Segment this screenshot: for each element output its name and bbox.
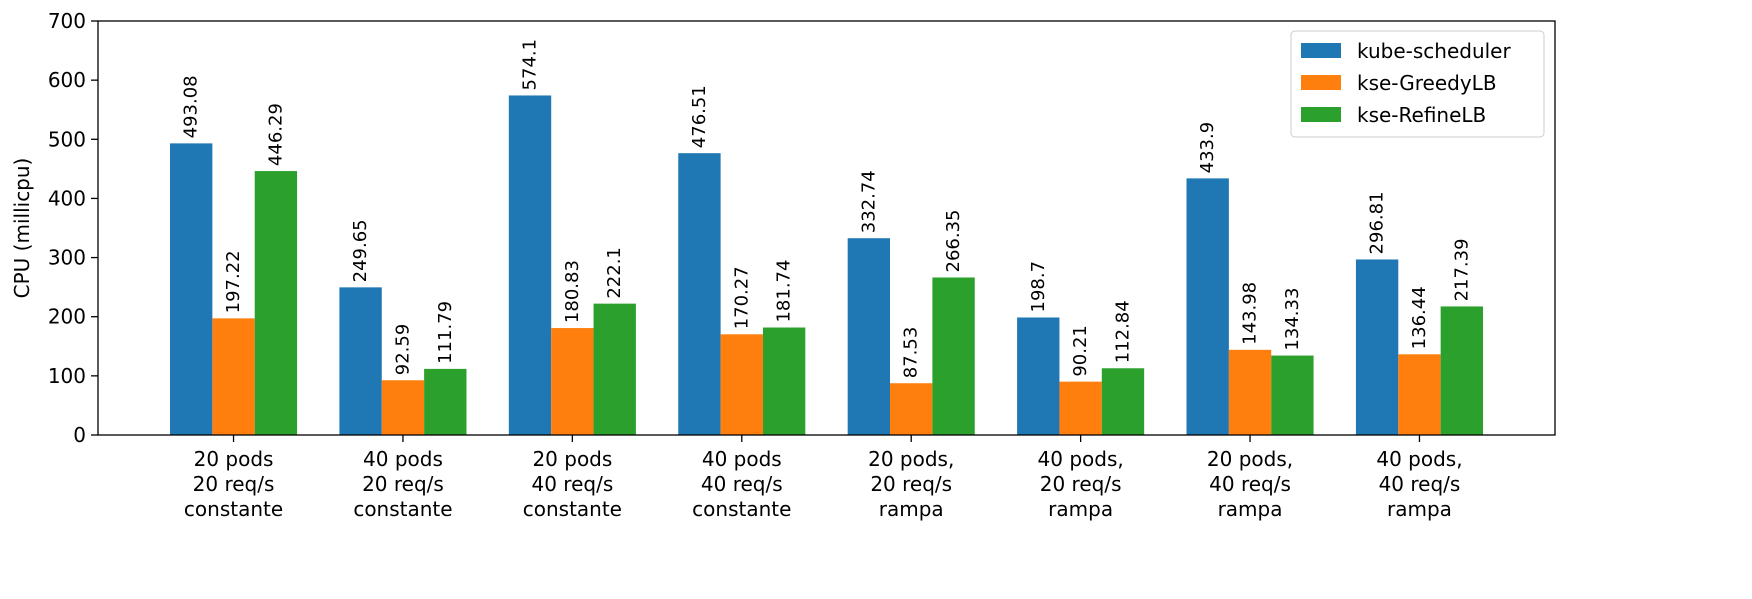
bar-kse-GreedyLB-0 [212, 318, 255, 435]
bar-kse-RefineLB-0 [254, 171, 298, 436]
legend-label: kube-scheduler [1357, 39, 1511, 63]
x-tick-label: constante [353, 497, 452, 521]
legend: kube-scheduler kse-GreedyLB kse-RefineLB [1290, 30, 1545, 138]
x-tick-label: 20 pods [532, 447, 612, 471]
x-tick-label: constante [523, 497, 622, 521]
x-tick-label: 20 pods [194, 447, 274, 471]
x-tick-label: 40 pods [363, 447, 443, 471]
legend-swatch-kube-scheduler [1301, 43, 1341, 58]
y-tick-label: 700 [48, 9, 86, 33]
x-tick-label: rampa [1048, 497, 1113, 521]
plot-frame [97, 20, 1556, 436]
legend-label: kse-GreedyLB [1357, 71, 1497, 95]
value-label: 87.53 [901, 327, 922, 379]
bar-kse-RefineLB-5 [1101, 368, 1145, 435]
x-tick-label: rampa [1387, 497, 1452, 521]
legend-swatch-kse-RefineLB [1301, 107, 1341, 122]
value-label: 136.44 [1409, 286, 1430, 349]
y-tick-label: 400 [48, 186, 86, 210]
bar-kube-scheduler-3 [678, 153, 721, 435]
bar-kse-RefineLB-1 [424, 368, 467, 435]
bar-kse-RefineLB-3 [762, 327, 806, 435]
value-label: 197.22 [223, 250, 244, 313]
value-label: 217.39 [1451, 238, 1472, 301]
x-tick-label: 40 req/s [701, 472, 783, 496]
bars-layer [170, 95, 1483, 436]
x-tick-label: 20 pods, [868, 447, 954, 471]
x-tick-label: 40 req/s [531, 472, 613, 496]
value-label: 111.79 [435, 301, 456, 364]
x-tick-label: 40 pods, [1038, 447, 1124, 471]
y-tick-label: 200 [48, 305, 86, 329]
value-label: 296.81 [1367, 191, 1388, 254]
bar-kse-RefineLB-7 [1440, 306, 1483, 435]
bar-kube-scheduler-6 [1186, 178, 1229, 435]
x-tick-label: 20 req/s [362, 472, 444, 496]
bar-kube-scheduler-5 [1017, 317, 1060, 435]
value-label: 222.1 [604, 247, 625, 299]
value-label: 92.59 [392, 324, 413, 376]
bar-kse-GreedyLB-3 [720, 334, 763, 435]
bar-kse-GreedyLB-1 [381, 380, 425, 435]
value-labels-layer: 493.08 249.65 574.1 476.51 332.74 198.7 433.9 2… [181, 39, 1473, 378]
value-label: 476.51 [689, 85, 710, 148]
y-axis-label: CPU (millicpu) [10, 158, 34, 299]
value-label: 134.33 [1282, 288, 1303, 351]
value-label: 180.83 [562, 260, 583, 323]
value-label: 170.27 [731, 266, 752, 329]
value-label: 143.98 [1240, 282, 1261, 345]
bar-kse-GreedyLB-7 [1398, 354, 1441, 435]
x-tick-label: 20 req/s [870, 472, 952, 496]
value-label: 90.21 [1070, 325, 1091, 377]
value-label: 266.35 [943, 209, 964, 272]
value-label: 446.29 [265, 103, 286, 166]
value-label: 181.74 [774, 260, 795, 323]
x-tick-label: 40 pods [702, 447, 782, 471]
axes-layer: 0 100 200 300 400 500 600 700 CPU (millicpu) 20 p… [10, 9, 1556, 521]
y-tick-label: 500 [48, 127, 86, 151]
y-tick-label: 300 [48, 246, 86, 270]
bar-kse-GreedyLB-5 [1059, 381, 1102, 435]
y-tick-label: 100 [48, 364, 86, 388]
bar-kse-GreedyLB-2 [551, 328, 594, 435]
value-label: 574.1 [520, 39, 541, 91]
value-label: 249.65 [350, 219, 371, 282]
value-label: 198.7 [1028, 261, 1049, 313]
bar-kse-GreedyLB-4 [890, 383, 933, 435]
bar-kse-RefineLB-2 [593, 303, 636, 435]
x-tick-label: constante [184, 497, 283, 521]
legend-label: kse-RefineLB [1357, 103, 1486, 127]
x-tick-label: 40 req/s [1379, 472, 1461, 496]
bar-kube-scheduler-1 [339, 287, 382, 435]
value-label: 433.9 [1197, 122, 1218, 174]
bar-kse-GreedyLB-6 [1228, 349, 1272, 435]
bar-kse-RefineLB-4 [932, 277, 975, 435]
value-label: 493.08 [181, 75, 202, 138]
x-tick-label: rampa [879, 497, 944, 521]
bar-kube-scheduler-7 [1355, 259, 1399, 435]
x-tick-label: 20 req/s [1040, 472, 1122, 496]
x-tick-label: 40 req/s [1209, 472, 1291, 496]
value-label: 112.84 [1112, 300, 1133, 363]
legend-frame [1290, 30, 1545, 138]
x-tick-label: 20 pods, [1207, 447, 1293, 471]
value-label: 332.74 [858, 170, 879, 233]
x-tick-label: constante [692, 497, 791, 521]
bar-kube-scheduler-4 [847, 238, 891, 435]
x-tick-label: 20 req/s [193, 472, 275, 496]
x-tick-label: 40 pods, [1376, 447, 1462, 471]
x-tick-label: rampa [1218, 497, 1283, 521]
y-tick-label: 600 [48, 68, 86, 92]
bar-kse-RefineLB-6 [1271, 355, 1314, 435]
bar-kube-scheduler-0 [170, 143, 213, 435]
y-tick-label: 0 [73, 423, 86, 447]
legend-swatch-kse-GreedyLB [1301, 75, 1341, 90]
bar-kube-scheduler-2 [508, 95, 552, 436]
